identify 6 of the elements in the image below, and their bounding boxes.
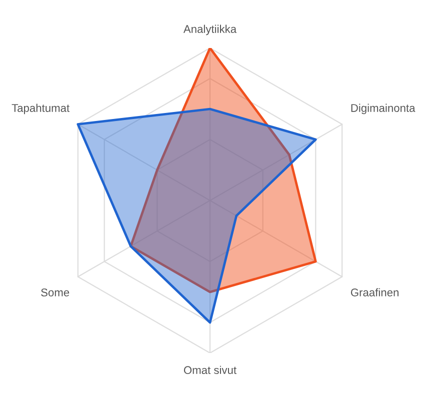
spoke-label: Digimainonta	[351, 104, 416, 114]
spoke-label: Some	[41, 288, 70, 296]
spoke-label: Omat sivut	[184, 366, 236, 374]
spoke-label: Analytiikka	[183, 24, 237, 36]
spoke-label: Graafinen	[350, 288, 398, 296]
spoke-label: Tapahtumat	[12, 104, 70, 114]
